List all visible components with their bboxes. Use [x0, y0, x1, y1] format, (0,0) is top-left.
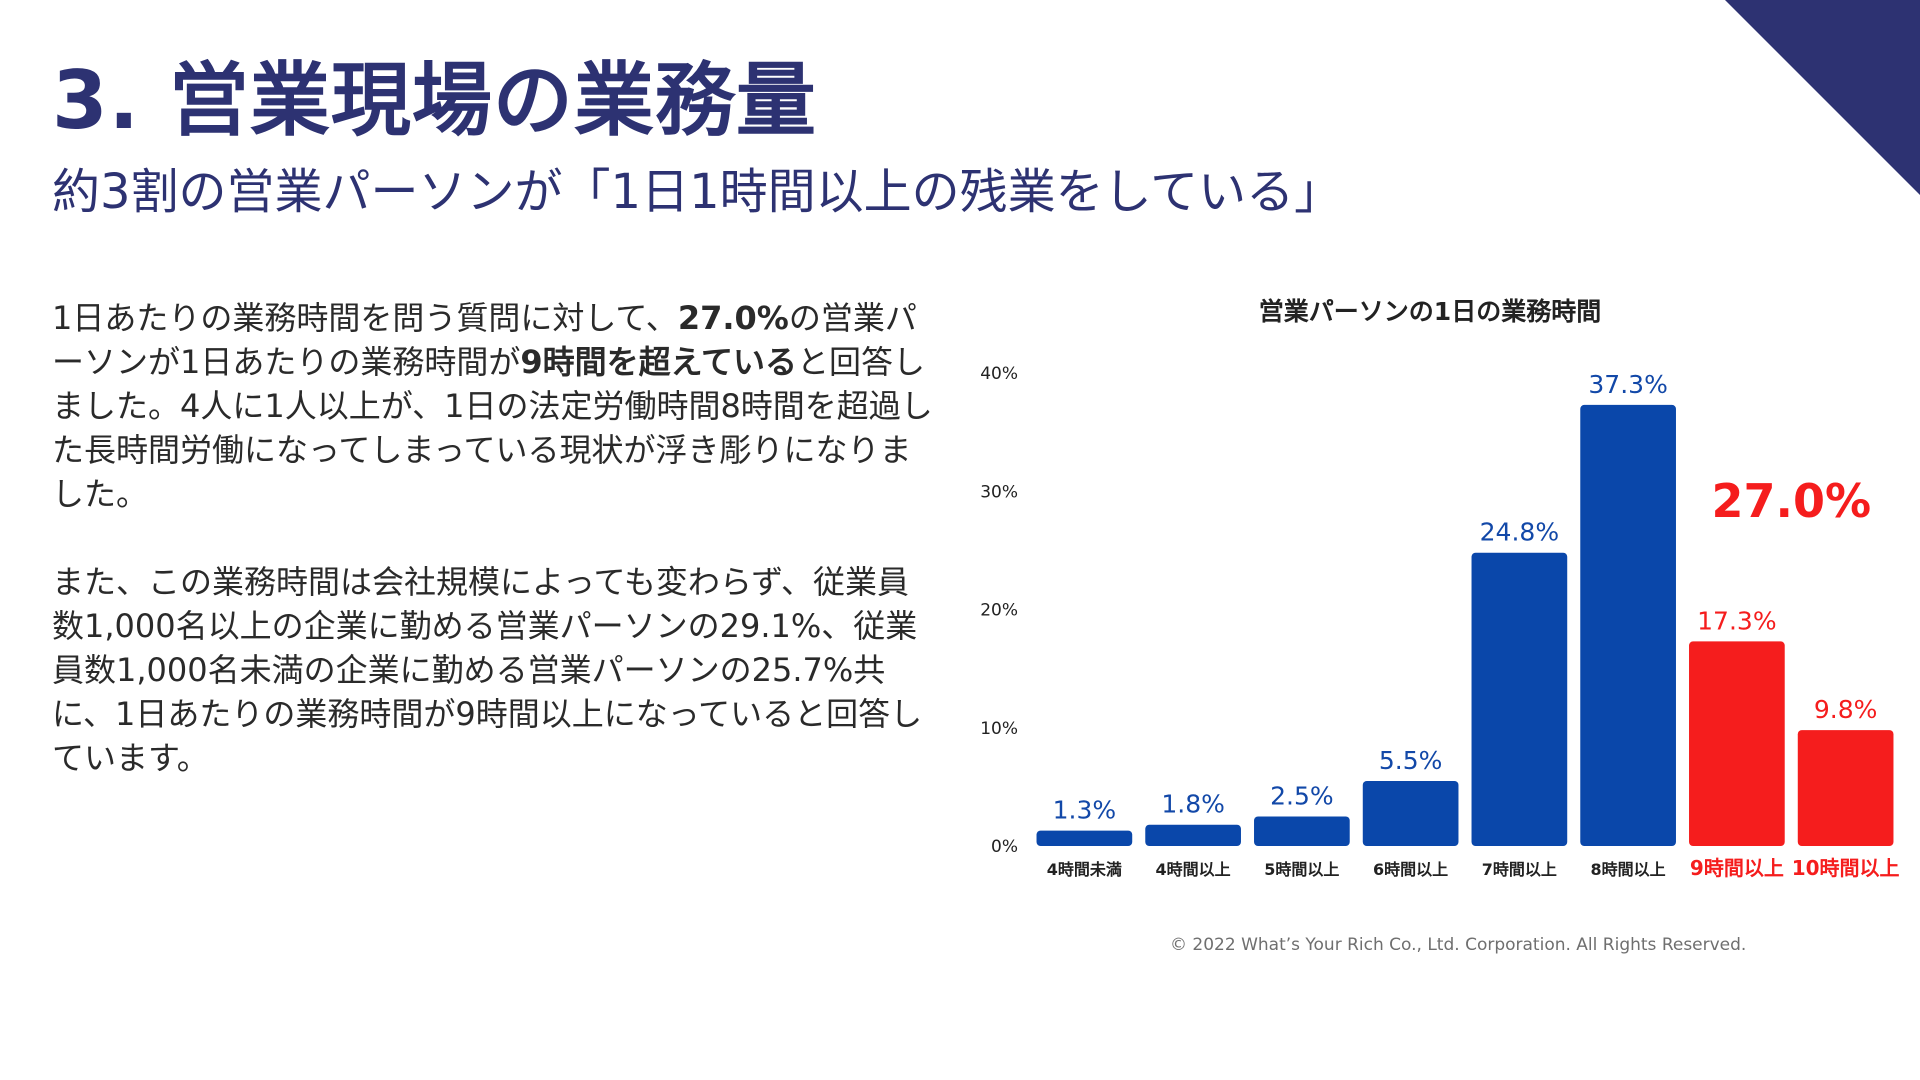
text-run: と回答し	[797, 343, 926, 381]
chart-canvas: 営業パーソンの1日の業務時間 0% 10% 20% 30% 40% 1.3% 4時間未満 1.8…	[980, 297, 1900, 880]
text-run: した。	[52, 475, 149, 513]
bar-3	[1254, 816, 1350, 846]
text-run: た長時間労働になってしまっている現状が浮き彫りになりま	[52, 431, 912, 469]
paragraph-1-line-3: ました。4人に1人以上が、1日の法定労働時間8時間を超過し	[52, 384, 942, 428]
text-run: の営業パ	[788, 299, 917, 337]
bar-1	[1036, 830, 1133, 846]
x-tick-label: 5時間以上	[1264, 860, 1339, 879]
y-tick-label: 20%	[980, 601, 1018, 621]
bar-value-label: 5.5%	[1379, 746, 1443, 775]
page-subtitle: 約3割の営業パーソンが「1日1時間以上の残業をしている」	[52, 164, 1343, 220]
bar-value-label: 9.8%	[1814, 695, 1878, 724]
emphasis-text: 27.0%	[677, 299, 789, 337]
bar-value-label: 1.3%	[1053, 796, 1117, 825]
x-tick-label: 4時間未満	[1047, 860, 1122, 879]
bar-chart: 営業パーソンの1日の業務時間 0% 10% 20% 30% 40% 1.3% 4時間未満 1.8…	[960, 280, 1920, 900]
text-run: また、この業務時間は会社規模によっても変わらず、従業員	[52, 563, 909, 601]
text-run: 数1,000名以上の企業に勤める営業パーソンの29.1%、従業	[52, 607, 918, 645]
bar-6	[1580, 404, 1676, 846]
text-run: 1日あたりの業務時間を問う質問に対して、	[52, 299, 678, 337]
bar-value-label: 24.8%	[1480, 518, 1559, 547]
text-run: に、1日あたりの業務時間が9時間以上になっていると回答し	[52, 695, 923, 733]
bar-2	[1145, 824, 1241, 846]
copyright-notice: © 2022 What’s Your Rich Co., Ltd. Corpor…	[1170, 935, 1747, 955]
x-tick-label: 4時間以上	[1156, 860, 1231, 879]
text-run: ました。4人に1人以上が、1日の法定労働時間8時間を超過し	[52, 387, 933, 425]
y-tick-label: 10%	[980, 719, 1018, 739]
bar-8	[1797, 730, 1894, 846]
x-tick-label: 10時間以上	[1792, 856, 1900, 880]
bar-value-label: 17.3%	[1697, 606, 1776, 635]
page-title: 3. 営業現場の業務量	[52, 54, 817, 147]
text-run: ています。	[52, 739, 209, 777]
text-run: 員数1,000名未満の企業に勤める営業パーソンの25.7%共	[52, 651, 886, 689]
emphasis-text: 9時間を超えている	[520, 343, 798, 381]
bar-value-label: 37.3%	[1588, 370, 1667, 399]
x-tick-label: 8時間以上	[1591, 860, 1666, 879]
y-tick-label: 30%	[980, 482, 1018, 502]
bar-value-label: 1.8%	[1161, 790, 1225, 819]
paragraph-2-line-2: 数1,000名以上の企業に勤める営業パーソンの29.1%、従業	[52, 604, 942, 648]
highlight-annotation: 27.0%	[1711, 474, 1871, 528]
paragraph-1: 1日あたりの業務時間を問う質問に対して、27.0%の営業パ ーソンが1日あたりの業…	[52, 296, 942, 516]
paragraph-2-line-3: 員数1,000名未満の企業に勤める営業パーソンの25.7%共	[52, 648, 942, 692]
paragraph-2-line-5: ています。	[52, 736, 942, 780]
body-text: 1日あたりの業務時間を問う質問に対して、27.0%の営業パ ーソンが1日あたりの業…	[52, 296, 942, 780]
x-tick-label: 6時間以上	[1373, 860, 1448, 879]
bar-value-label: 2.5%	[1270, 781, 1334, 810]
paragraph-1-line-1: 1日あたりの業務時間を問う質問に対して、27.0%の営業パ	[52, 296, 942, 340]
x-tick-label: 7時間以上	[1482, 860, 1557, 879]
paragraph-1-line-5: した。	[52, 472, 942, 516]
x-tick-label: 9時間以上	[1690, 856, 1784, 880]
bar-7	[1689, 641, 1785, 846]
paragraph-1-line-2: ーソンが1日あたりの業務時間が9時間を超えていると回答し	[52, 340, 942, 384]
corner-decoration	[1725, 0, 1920, 195]
chart-title: 営業パーソンの1日の業務時間	[1259, 297, 1601, 326]
text-run: ーソンが1日あたりの業務時間が	[52, 343, 521, 381]
paragraph-2-line-1: また、この業務時間は会社規模によっても変わらず、従業員	[52, 560, 942, 604]
bar-4	[1362, 780, 1459, 846]
bar-5	[1471, 552, 1568, 846]
y-tick-label: 0%	[991, 837, 1018, 857]
paragraph-2: また、この業務時間は会社規模によっても変わらず、従業員 数1,000名以上の企業に…	[52, 560, 942, 780]
y-tick-label: 40%	[980, 364, 1018, 384]
paragraph-1-line-4: た長時間労働になってしまっている現状が浮き彫りになりま	[52, 428, 942, 472]
paragraph-2-line-4: に、1日あたりの業務時間が9時間以上になっていると回答し	[52, 692, 942, 736]
